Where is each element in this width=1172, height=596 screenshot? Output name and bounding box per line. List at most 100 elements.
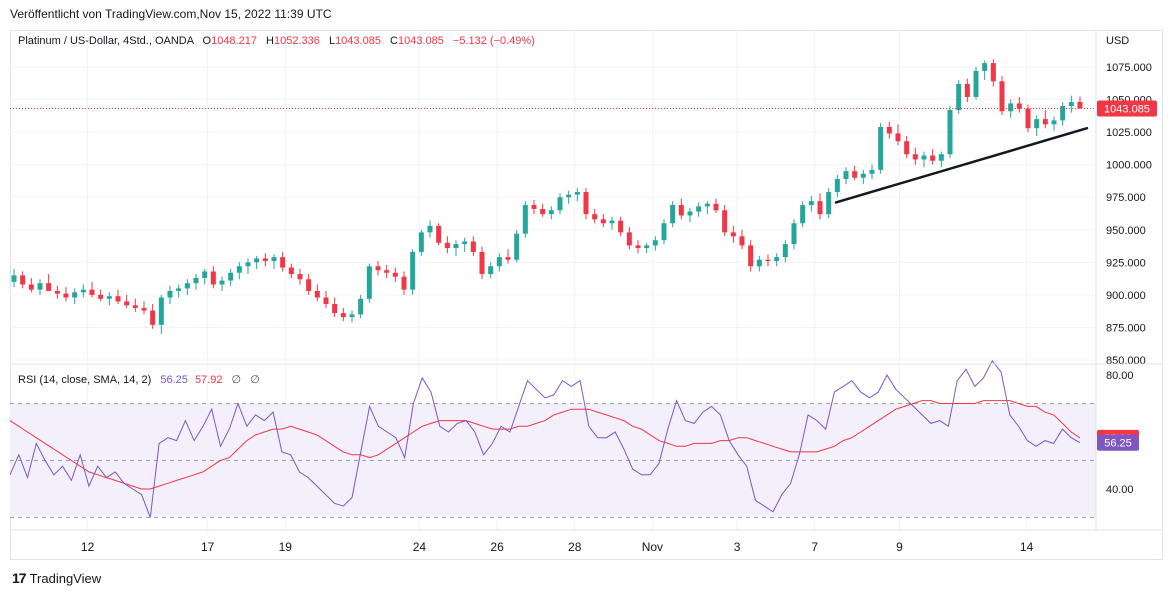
low-value: 1043.085 [335,35,381,47]
candle-body [609,220,615,224]
candle-body [219,280,225,285]
rsi-title[interactable]: RSI (14, close, SMA, 14, 2) [18,374,152,386]
close-value: 1043.085 [397,35,444,47]
candle-body [1051,120,1057,125]
candle-body [210,271,216,285]
candle-body [410,251,416,290]
time-tick-label: 12 [81,540,95,554]
candle-body [375,266,381,271]
price-tick-label: 900.000 [1106,290,1146,302]
candle-body [644,245,650,249]
candle-body [661,223,667,241]
change-value: −5.132 (−0.49%) [452,35,535,47]
candle-body [990,63,996,82]
candle-body [548,210,554,215]
candle-body [46,283,52,291]
price-legend: Platinum / US-Dollar, 4Std., OANDA O1048… [18,35,535,47]
symbol-title[interactable]: Platinum / US-Dollar, 4Std., OANDA [18,35,194,47]
time-tick-label: 28 [568,540,582,554]
price-tick-label: 1025.000 [1106,127,1152,139]
candle-body [722,210,728,233]
candle-body [886,126,892,134]
candle-body [531,205,537,209]
candle-body [358,298,364,315]
candle-body [132,305,138,308]
candle-body [1042,119,1048,125]
candle-body [401,276,407,290]
candle-body [245,262,251,267]
axes-layer: 1075.0001050.0001025.0001000.000975.0009… [10,31,1163,554]
candle-body [254,258,260,263]
open-value: 1048.217 [211,35,257,47]
tradingview-logo-icon: 17 [12,570,27,586]
hidden-icon[interactable]: ∅ [231,374,242,386]
candle-body [713,203,719,211]
candle-body [124,301,130,306]
candle-body [184,283,190,289]
candle-body [791,223,797,245]
candle-body [37,283,43,290]
candle-body [843,171,849,179]
candle-body [280,257,286,268]
candle-body [89,289,95,295]
candle-body [271,257,277,262]
rsi-layer [9,359,1081,518]
candle-body [228,272,234,281]
candle-body [1060,106,1066,121]
candle-body [418,232,424,252]
time-tick-label: Nov [642,540,663,554]
last-price-tag [1097,100,1157,117]
time-tick-label: 3 [734,540,741,554]
candle-body [566,194,572,198]
candle-body [106,296,112,299]
candle-body [54,290,60,294]
candle-body [808,201,814,206]
candle-body [1077,101,1083,109]
candle-body [488,266,494,275]
candle-body [852,171,858,178]
candle-body [202,271,208,278]
candle-body [678,205,684,216]
currency-label[interactable]: USD [1106,35,1130,47]
rsi-tick-label: 80.00 [1106,370,1134,382]
candle-body [72,292,78,298]
candle-body [288,267,294,275]
time-tick-label: 17 [201,540,215,554]
candle-body [462,241,468,245]
candle-body [748,245,754,267]
candle-body [826,192,832,215]
candle-body [600,219,606,224]
candle-body [652,240,658,246]
candle-body [28,284,34,290]
brand[interactable]: 17 TradingView [12,570,101,586]
candle-body [436,225,442,243]
candle-body [514,233,520,260]
candle-body [1025,108,1031,129]
candle-body [956,83,962,110]
candle-body [800,205,806,224]
candle-body [176,288,182,291]
candle-body [592,214,598,220]
low-label: L [328,35,336,47]
candle-body [1016,103,1022,109]
high-value: 1052.336 [273,35,320,47]
candle-body [730,232,736,237]
candle-body [834,178,840,193]
candle-body [505,257,511,260]
open-label: O [202,35,212,47]
hidden-icon[interactable]: ∅ [250,374,260,386]
candle-body [1034,119,1040,129]
candle-body [98,294,104,299]
candle-body [306,279,312,291]
candle-body [687,211,693,216]
candle-body [982,63,988,71]
candle-body [384,270,390,273]
candle-body [167,290,173,298]
candle-body [340,313,346,318]
price-tick-label: 925.000 [1106,257,1146,269]
candle-body [392,272,398,277]
rsi-legend-value: 56.25 [160,374,188,386]
candle-body [921,155,927,160]
candle-body [670,205,676,224]
